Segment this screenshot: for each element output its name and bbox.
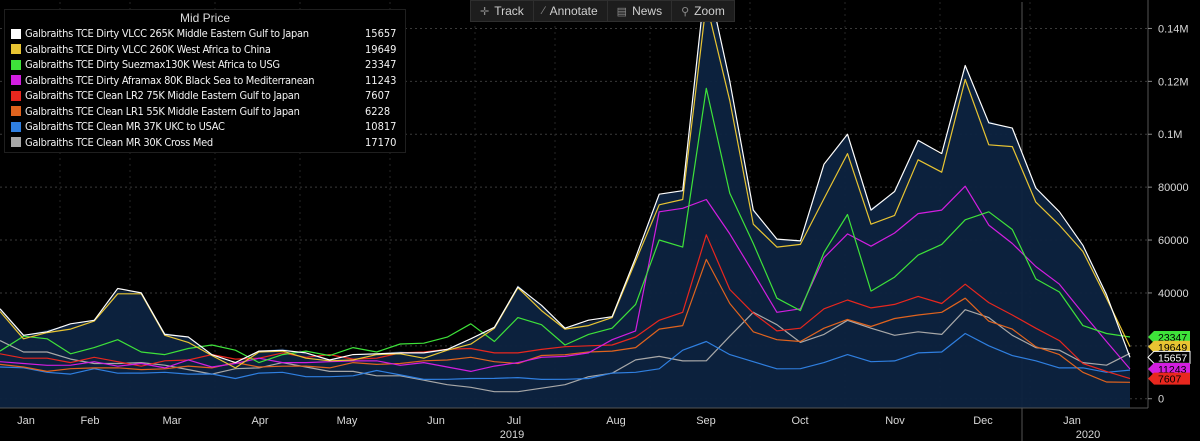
end-tag-box-3: [1148, 363, 1190, 376]
legend-series-value: 19649: [365, 42, 397, 56]
x-tick-label-10: Nov: [885, 415, 905, 427]
legend: Mid Price Galbraiths TCE Dirty VLCC 265K…: [4, 9, 406, 153]
news-button[interactable]: ▤ News: [608, 1, 673, 21]
end-tag-box-1: [1148, 340, 1190, 353]
legend-item[interactable]: Galbraiths TCE Dirty VLCC 265K Middle Ea…: [5, 26, 405, 42]
zoom-button[interactable]: ⚲ Zoom: [672, 1, 734, 21]
y-tick-label-4: 80000: [1158, 182, 1189, 194]
x-tick-label-7: Aug: [606, 415, 626, 427]
end-tag-1: 19649: [1148, 340, 1190, 354]
legend-series-name: Galbraiths TCE Clean MR 30K Cross Med: [25, 135, 213, 149]
legend-rows: Galbraiths TCE Dirty VLCC 265K Middle Ea…: [5, 26, 405, 150]
chart-toolbar: ✛ Track ∕ Annotate ▤ News ⚲ Zoom: [470, 0, 735, 22]
legend-series-name: Galbraiths TCE Clean MR 37K UKC to USAC: [25, 120, 225, 134]
zoom-label: Zoom: [694, 4, 725, 18]
x-tick-label-11: Dec: [973, 415, 993, 427]
legend-swatch: [11, 44, 21, 55]
end-tag-label-2: 15657: [1158, 352, 1187, 364]
end-tag-4: 7607: [1148, 372, 1190, 386]
legend-item[interactable]: Galbraiths TCE Dirty Suezmax130K West Af…: [5, 57, 405, 73]
year-label-0: 2019: [500, 429, 524, 441]
legend-title: Mid Price: [179, 11, 230, 25]
x-tick-label-2: Mar: [163, 415, 182, 427]
legend-swatch: [11, 121, 21, 132]
y-tick-label-5: 0.1M: [1158, 129, 1182, 141]
legend-series-value: 7607: [365, 89, 391, 103]
news-icon: ▤: [616, 5, 628, 18]
legend-series-value: 23347: [365, 58, 397, 72]
legend-swatch: [11, 137, 21, 148]
legend-series-value: 11243: [365, 73, 397, 87]
legend-swatch: [11, 59, 21, 70]
legend-series-value: 10817: [365, 120, 397, 134]
x-tick-label-9: Oct: [791, 415, 808, 427]
x-tick-label-1: Feb: [81, 415, 100, 427]
legend-series-name: Galbraiths TCE Clean LR1 55K Middle East…: [25, 104, 300, 118]
x-tick-label-5: Jun: [427, 415, 445, 427]
series-line-0: [0, 0, 1131, 364]
end-tag-label-4: 7607: [1158, 374, 1182, 386]
legend-item[interactable]: Galbraiths TCE Clean LR2 75K Middle East…: [5, 88, 405, 104]
series-line-5: [0, 258, 1131, 383]
legend-series-name: Galbraiths TCE Dirty VLCC 260K West Afri…: [25, 42, 271, 56]
legend-series-name: Galbraiths TCE Clean LR2 75K Middle East…: [25, 89, 300, 103]
end-tag-box-4: [1148, 372, 1190, 385]
pencil-icon: ∕: [542, 5, 545, 17]
legend-item[interactable]: Galbraiths TCE Clean MR 37K UKC to USAC 1…: [5, 119, 405, 135]
track-label: Track: [494, 4, 524, 18]
legend-swatch: [11, 90, 21, 101]
legend-item[interactable]: Galbraiths TCE Dirty VLCC 260K West Afri…: [5, 42, 405, 58]
y-tick-label-3: 60000: [1158, 235, 1189, 247]
x-tick-label-3: Apr: [251, 415, 268, 427]
end-tag-label-1: 19649: [1158, 342, 1187, 354]
legend-swatch: [11, 75, 21, 86]
series-area-0: [0, 0, 1130, 408]
series-line-1: [0, 2, 1131, 369]
crosshair-icon: ✛: [480, 5, 490, 18]
track-button[interactable]: ✛ Track: [471, 1, 534, 21]
end-tag-box-0: [1148, 330, 1190, 343]
legend-series-name: Galbraiths TCE Dirty VLCC 265K Middle Ea…: [25, 27, 309, 41]
end-tag-2: 15657: [1147, 350, 1191, 364]
series-line-2: [0, 87, 1131, 364]
legend-series-value: 6228: [365, 104, 391, 118]
x-tick-label-4: May: [337, 415, 358, 427]
series-line-6: [0, 332, 1131, 380]
y-tick-label-0: 0: [1158, 394, 1164, 406]
legend-series-name: Galbraiths TCE Dirty Suezmax130K West Af…: [25, 58, 280, 72]
x-tick-label-8: Sep: [696, 415, 716, 427]
legend-series-name: Galbraiths TCE Dirty Aframax 80K Black S…: [25, 73, 315, 87]
legend-series-value: 17170: [365, 135, 397, 149]
annotate-label: Annotate: [549, 4, 598, 18]
x-tick-label-0: Jan: [17, 415, 35, 427]
series-line-3: [0, 185, 1131, 372]
news-label: News: [632, 4, 663, 18]
x-tick-label-12: Jan: [1063, 415, 1081, 427]
legend-item[interactable]: Galbraiths TCE Clean MR 30K Cross Med 171…: [5, 135, 405, 151]
annotate-button[interactable]: ∕ Annotate: [534, 1, 608, 21]
legend-item[interactable]: Galbraiths TCE Clean LR1 55K Middle East…: [5, 104, 405, 120]
end-tag-box-2: [1147, 350, 1191, 364]
year-label-1: 2020: [1076, 429, 1100, 441]
legend-item[interactable]: Galbraiths TCE Dirty Aframax 80K Black S…: [5, 73, 405, 89]
legend-swatch: [11, 106, 21, 117]
series-line-7: [0, 309, 1131, 393]
x-tick-label-6: Jul: [507, 415, 521, 427]
y-tick-label-2: 40000: [1158, 288, 1189, 300]
legend-series-value: 15657: [365, 27, 397, 41]
y-tick-label-6: 0.12M: [1158, 76, 1189, 88]
legend-swatch: [11, 28, 21, 39]
y-tick-label-7: 0.14M: [1158, 23, 1189, 35]
magnifier-icon: ⚲: [681, 5, 690, 18]
